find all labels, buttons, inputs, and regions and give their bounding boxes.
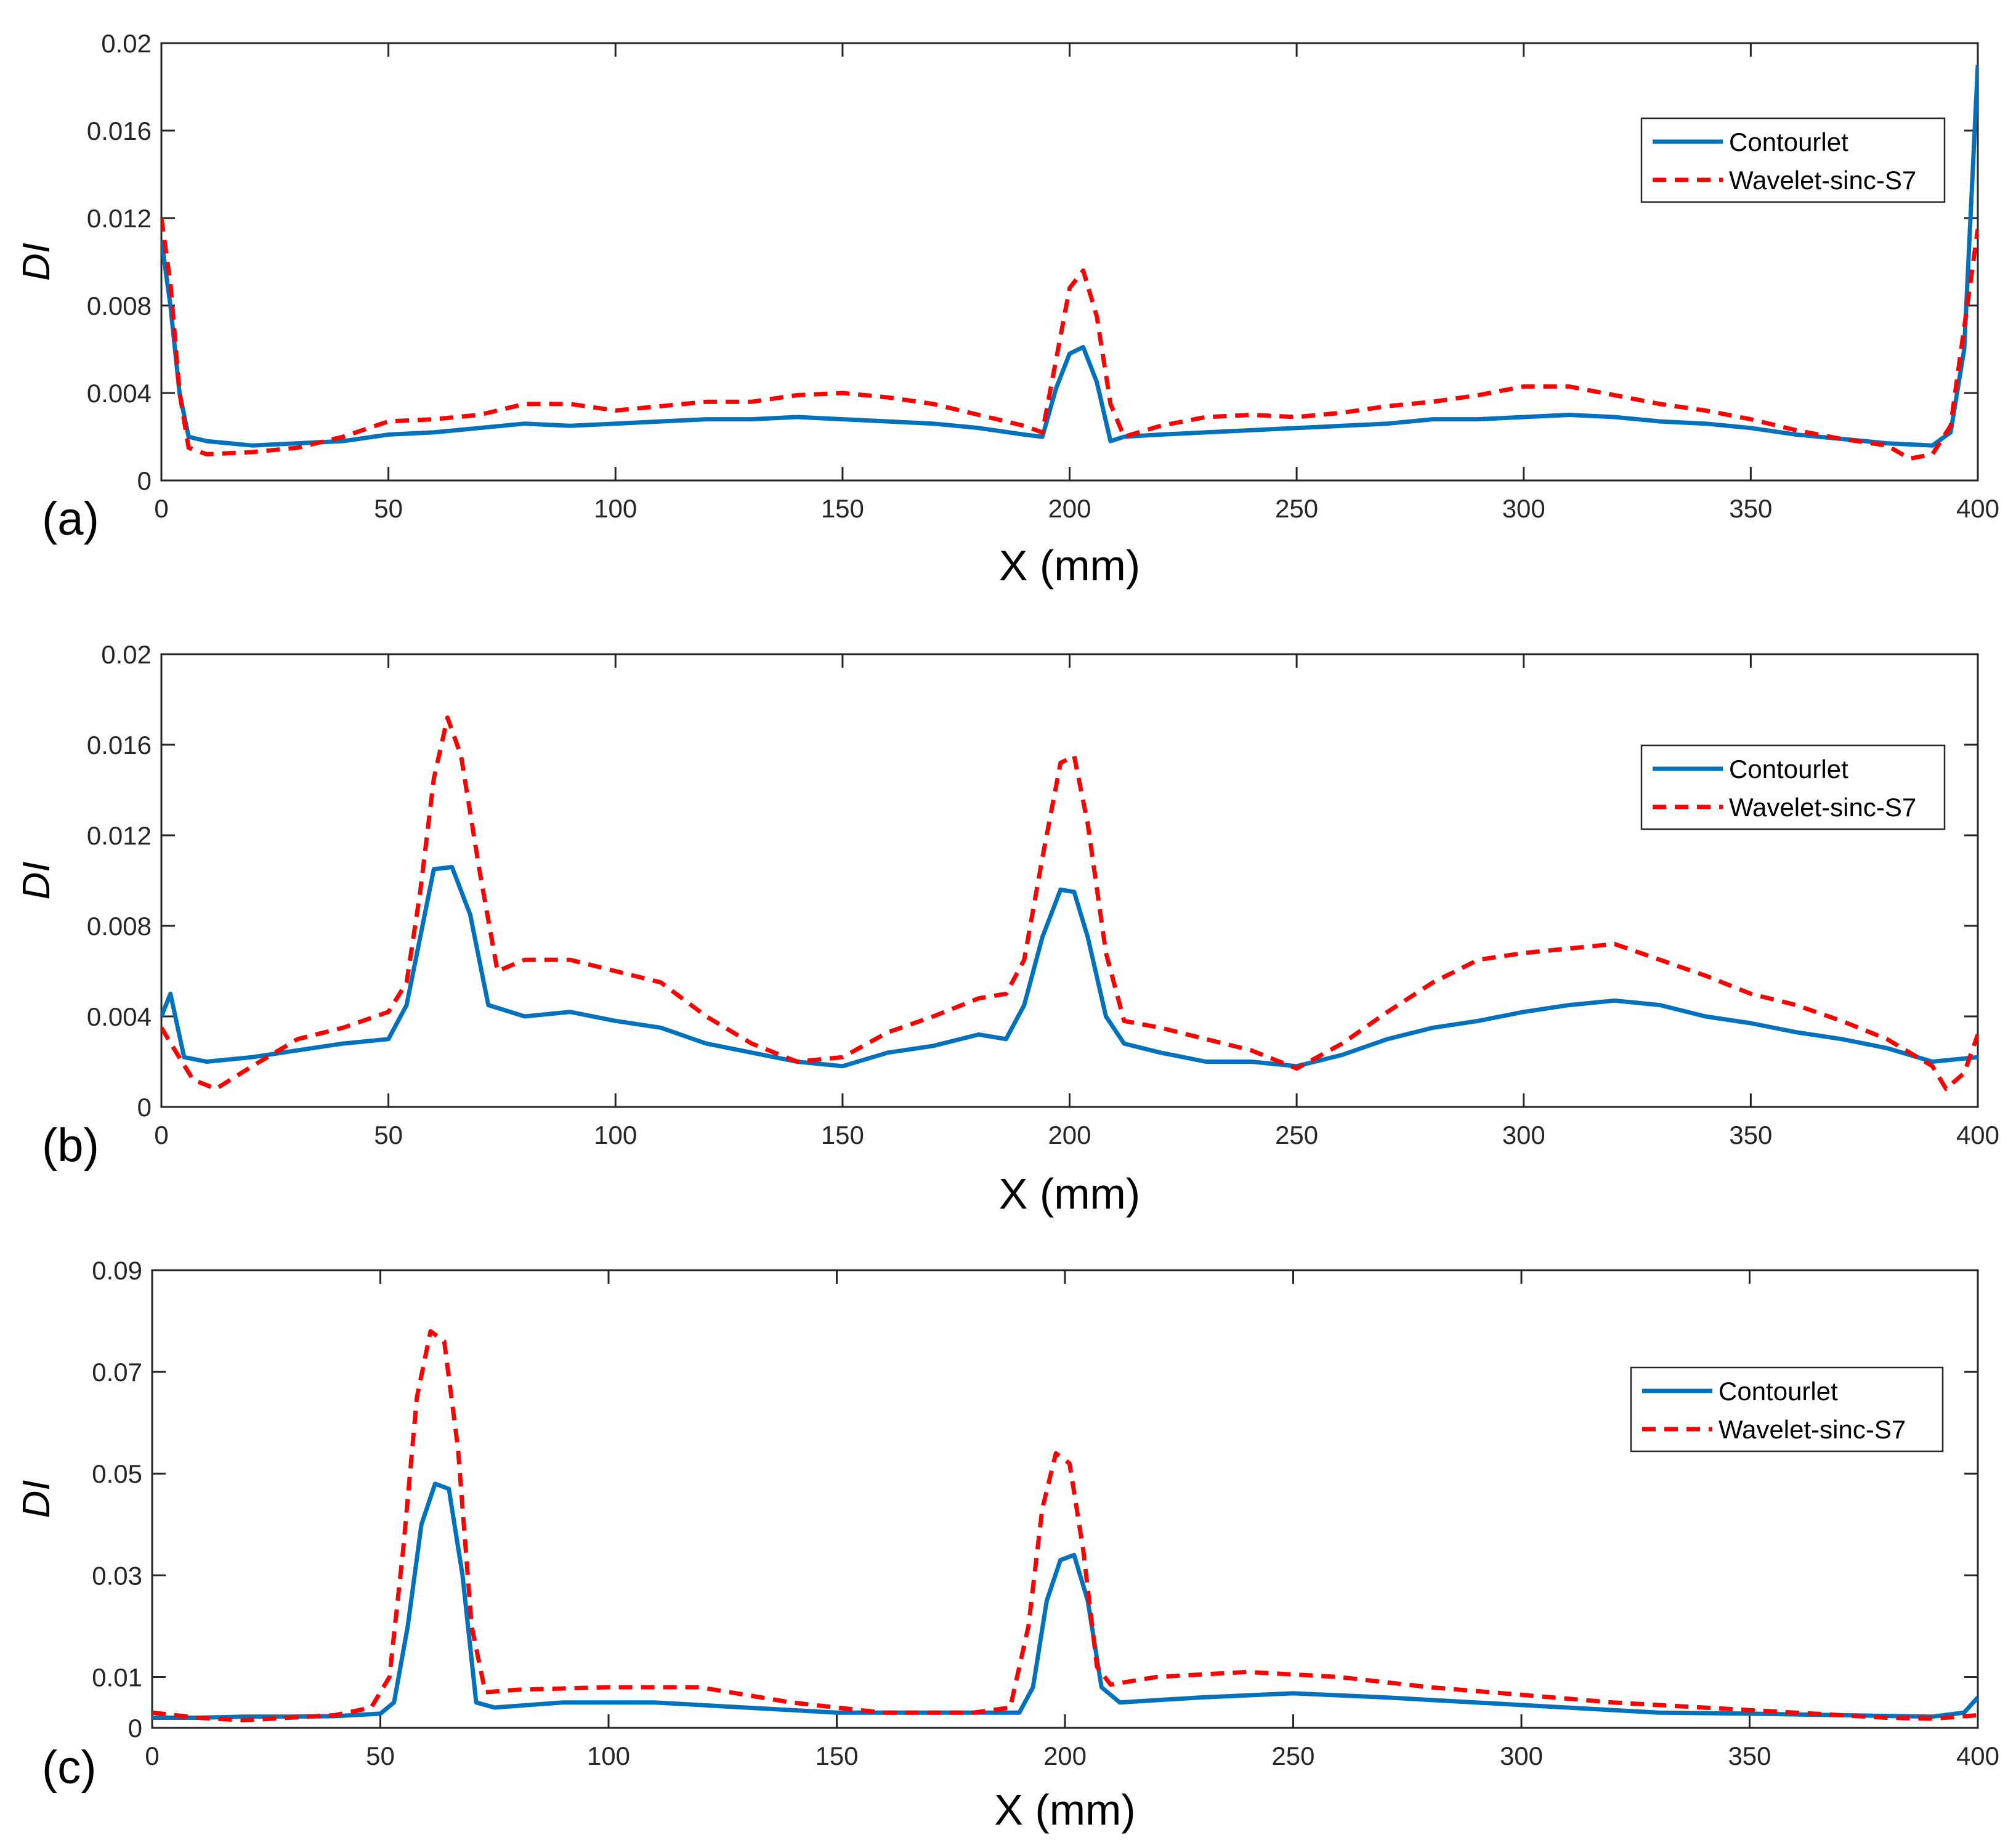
y-tick-label: 0 xyxy=(137,1093,152,1122)
y-tick-label: 0.09 xyxy=(92,1256,142,1285)
x-tick-label: 150 xyxy=(815,1741,858,1770)
y-tick-label: 0.05 xyxy=(92,1459,142,1488)
x-tick-label: 150 xyxy=(821,1121,864,1149)
x-tick-label: 300 xyxy=(1502,494,1545,523)
y-tick-label: 0.004 xyxy=(87,379,152,408)
x-tick-label: 0 xyxy=(145,1741,159,1770)
y-tick-label: 0.012 xyxy=(87,204,152,233)
x-tick-label: 50 xyxy=(374,1121,403,1149)
legend-label: Wavelet-sinc-S7 xyxy=(1729,166,1916,195)
legend-label: Contourlet xyxy=(1729,128,1848,156)
legend-box xyxy=(1630,1366,1944,1453)
x-tick-label: 50 xyxy=(366,1741,395,1770)
panel-label: (a) xyxy=(42,493,99,545)
x-tick-label: 250 xyxy=(1275,494,1318,523)
panel-a: 0 50 100 150 200 250 300 350 400 0 0.004 0.008 0.012… xyxy=(15,29,1999,590)
y-tick-label: 0.008 xyxy=(87,912,152,941)
x-tick-label: 400 xyxy=(1956,1121,1999,1149)
x-tick-label: 50 xyxy=(374,494,403,523)
x-tick-label: 100 xyxy=(594,494,637,523)
x-tick-label: 100 xyxy=(594,1121,637,1149)
panel-label: (b) xyxy=(42,1119,99,1172)
series-line-wavelet-sinc-s7 xyxy=(161,217,1978,461)
panel-b: 0 50 100 150 200 250 300 350 400 0 0.004 0.008 0.012… xyxy=(15,640,1999,1218)
y-tick-label: 0.008 xyxy=(87,291,152,320)
x-tick-label: 200 xyxy=(1048,1121,1091,1149)
y-tick-label: 0.016 xyxy=(87,116,152,145)
legend-box xyxy=(1640,744,1946,830)
x-tick-label: 400 xyxy=(1956,1741,1999,1770)
x-tick-label: 300 xyxy=(1502,1121,1545,1149)
x-tick-label: 300 xyxy=(1500,1741,1543,1770)
y-tick-label: 0.07 xyxy=(92,1358,142,1387)
x-tick-label: 200 xyxy=(1048,494,1091,523)
panel-label: (c) xyxy=(42,1741,97,1794)
plot-area-1 xyxy=(160,653,1979,1108)
x-axis-label: X (mm) xyxy=(994,1786,1135,1834)
legend-label: Contourlet xyxy=(1718,1377,1838,1406)
y-tick-label: 0 xyxy=(137,466,152,495)
x-axis-label: X (mm) xyxy=(999,541,1140,590)
y-axis-label: DI xyxy=(15,243,58,281)
y-tick-label: 0.02 xyxy=(101,29,152,58)
legend-label: Wavelet-sinc-S7 xyxy=(1729,793,1916,822)
y-tick-label: 0.01 xyxy=(92,1663,142,1692)
x-tick-label: 350 xyxy=(1729,1121,1772,1149)
y-tick-label: 0.004 xyxy=(87,1002,152,1031)
x-tick-label: 200 xyxy=(1043,1741,1087,1770)
y-tick-label: 0 xyxy=(128,1714,142,1743)
x-tick-label: 350 xyxy=(1728,1741,1771,1770)
panel-c: 0 50 100 150 200 250 300 350 400 0 0.01 0.03 0.05 0.0… xyxy=(15,1256,1999,1834)
x-tick-label: 150 xyxy=(821,494,864,523)
legend-label: Wavelet-sinc-S7 xyxy=(1718,1415,1906,1444)
x-tick-label: 0 xyxy=(154,1121,168,1149)
x-tick-label: 350 xyxy=(1729,494,1772,523)
series-line-contourlet xyxy=(161,65,1978,448)
legend: Contourlet Wavelet-sinc-S7 xyxy=(1640,744,1946,830)
x-axis-label: X (mm) xyxy=(999,1170,1140,1218)
y-axis-label: DI xyxy=(15,862,58,900)
plot-area-0 xyxy=(160,42,1979,482)
x-tick-label: 400 xyxy=(1956,494,1999,523)
series-line-wavelet-sinc-s7 xyxy=(152,1329,1978,1723)
y-tick-label: 0.012 xyxy=(87,821,152,850)
x-tick-label: 250 xyxy=(1275,1121,1318,1149)
series-line-contourlet xyxy=(161,865,1978,1069)
y-tick-label: 0.016 xyxy=(87,731,152,760)
legend-label: Contourlet xyxy=(1729,755,1848,784)
y-tick-label: 0.02 xyxy=(101,640,152,669)
y-axis-label: DI xyxy=(15,1480,58,1518)
x-tick-label: 100 xyxy=(587,1741,630,1770)
y-tick-label: 0.03 xyxy=(92,1561,142,1590)
legend-box xyxy=(1640,117,1946,203)
legend: Contourlet Wavelet-sinc-S7 xyxy=(1640,117,1946,203)
plot-area-2 xyxy=(151,1269,1979,1729)
legend: Contourlet Wavelet-sinc-S7 xyxy=(1630,1366,1944,1453)
series-line-wavelet-sinc-s7 xyxy=(161,715,1978,1092)
x-tick-label: 0 xyxy=(154,494,168,523)
x-tick-label: 250 xyxy=(1271,1741,1314,1770)
